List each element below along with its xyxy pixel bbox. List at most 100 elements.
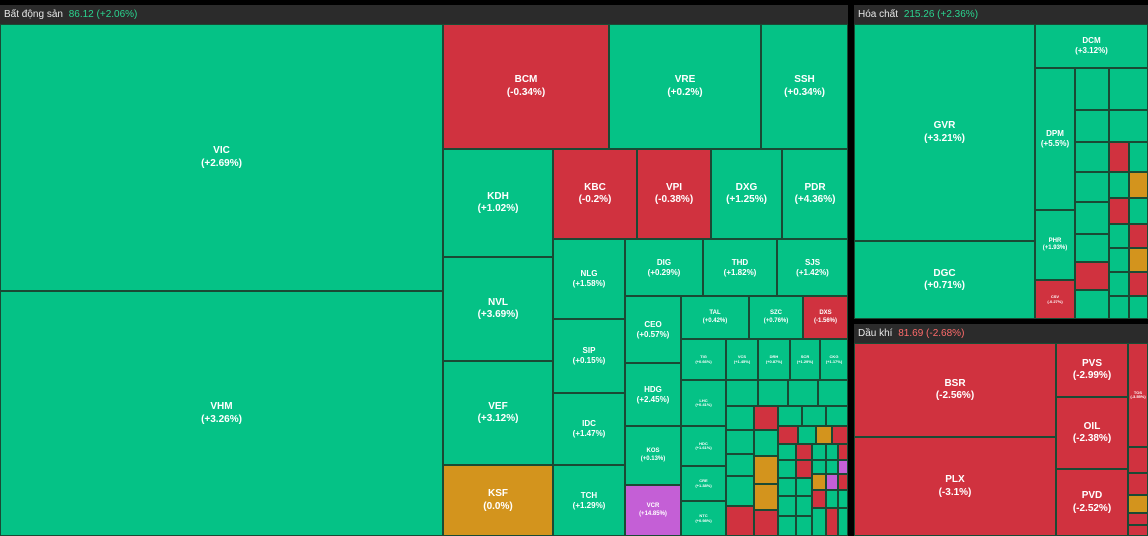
stock-tile-small[interactable] [1128, 525, 1148, 536]
stock-tile-small[interactable] [798, 426, 816, 444]
stock-tile[interactable]: SZC (+0.76%) [749, 296, 803, 339]
stock-tile-small[interactable] [1129, 172, 1148, 198]
stock-tile-small[interactable] [796, 516, 812, 536]
stock-tile-small[interactable] [802, 406, 826, 426]
stock-tile-small[interactable] [1109, 110, 1148, 142]
stock-tile[interactable]: DRH (+0.87%) [758, 339, 790, 380]
stock-tile[interactable]: CRE (+1.38%) [681, 466, 726, 501]
stock-tile-small[interactable] [778, 496, 796, 516]
stock-tile-small[interactable] [812, 460, 826, 474]
stock-tile[interactable]: PHR (+1.93%) [1035, 210, 1075, 280]
stock-tile-small[interactable] [1129, 248, 1148, 272]
stock-tile[interactable]: TIG (+0.66%) [681, 339, 726, 380]
stock-tile-small[interactable] [778, 516, 796, 536]
stock-tile-small[interactable] [726, 380, 758, 406]
stock-tile[interactable]: NTC (+0.98%) [681, 501, 726, 536]
stock-tile-small[interactable] [1109, 224, 1129, 248]
stock-tile[interactable]: DPM (+5.5%) [1035, 68, 1075, 210]
stock-tile[interactable]: IDC (+1.47%) [553, 393, 625, 465]
stock-tile-small[interactable] [1075, 172, 1109, 202]
stock-tile-small[interactable] [838, 474, 848, 490]
stock-tile[interactable]: VCS (+1.45%) [726, 339, 758, 380]
stock-tile-small[interactable] [1128, 495, 1148, 513]
sector-header[interactable]: Bất động sản 86.12 (+2.06%) [0, 5, 848, 24]
stock-tile-small[interactable] [826, 460, 838, 474]
stock-tile[interactable]: PDR (+4.36%) [782, 149, 848, 239]
stock-tile[interactable]: VIC (+2.69%) [0, 24, 443, 291]
stock-tile-small[interactable] [1075, 290, 1109, 319]
stock-tile[interactable]: HDG (+2.45%) [625, 363, 681, 426]
stock-tile[interactable]: BSR (-2.56%) [854, 343, 1056, 437]
stock-tile[interactable]: CSV (-0.27%) [1035, 280, 1075, 319]
stock-tile-small[interactable] [796, 496, 812, 516]
stock-tile[interactable]: VCR (+14.85%) [625, 485, 681, 536]
stock-tile-small[interactable] [812, 508, 826, 536]
stock-tile-small[interactable] [726, 454, 754, 476]
stock-tile[interactable]: DXS (-1.56%) [803, 296, 848, 339]
stock-tile-small[interactable] [754, 510, 778, 536]
stock-tile[interactable]: DGC (+0.71%) [854, 241, 1035, 319]
stock-tile-small[interactable] [826, 444, 838, 460]
stock-tile-small[interactable] [1075, 202, 1109, 234]
stock-tile-small[interactable] [1075, 142, 1109, 172]
stock-tile[interactable]: VEF (+3.12%) [443, 361, 553, 465]
stock-tile-small[interactable] [778, 444, 796, 460]
stock-tile[interactable]: KOS (+0.13%) [625, 426, 681, 485]
stock-tile-small[interactable] [1109, 248, 1129, 272]
stock-tile[interactable]: BCM (-0.34%) [443, 24, 609, 149]
stock-tile-small[interactable] [1109, 142, 1129, 172]
stock-tile-small[interactable] [788, 380, 818, 406]
sector-header[interactable]: Hóa chất 215.26 (+2.36%) [854, 5, 1148, 24]
stock-tile[interactable]: GVR (+3.21%) [854, 24, 1035, 241]
stock-tile-small[interactable] [838, 444, 848, 460]
stock-tile[interactable]: THD (+1.82%) [703, 239, 777, 296]
stock-tile[interactable]: DXG (+1.25%) [711, 149, 782, 239]
stock-tile-small[interactable] [1109, 68, 1148, 110]
sector-header[interactable]: Dầu khí 81.69 (-2.68%) [854, 324, 1148, 343]
stock-tile-small[interactable] [778, 460, 796, 478]
stock-tile[interactable]: KDH (+1.02%) [443, 149, 553, 257]
stock-tile-small[interactable] [726, 406, 754, 430]
stock-tile-small[interactable] [1109, 198, 1129, 224]
stock-tile[interactable]: KSF (0.0%) [443, 465, 553, 536]
stock-tile[interactable]: HDC (+1.61%) [681, 426, 726, 466]
stock-tile[interactable]: CEO (+0.57%) [625, 296, 681, 363]
stock-tile-small[interactable] [1129, 224, 1148, 248]
stock-tile-small[interactable] [1128, 473, 1148, 495]
stock-tile-small[interactable] [1109, 172, 1129, 198]
stock-tile[interactable]: VPI (-0.38%) [637, 149, 711, 239]
stock-tile-small[interactable] [796, 444, 812, 460]
stock-tile-small[interactable] [1129, 198, 1148, 224]
stock-tile[interactable]: NVL (+3.69%) [443, 257, 553, 361]
stock-tile[interactable]: KBC (-0.2%) [553, 149, 637, 239]
stock-tile-small[interactable] [754, 484, 778, 510]
stock-tile[interactable]: SCR (+1.29%) [790, 339, 820, 380]
stock-tile-small[interactable] [778, 406, 802, 426]
stock-tile-small[interactable] [754, 456, 778, 484]
stock-tile[interactable]: DCM (+3.12%) [1035, 24, 1148, 68]
stock-tile[interactable]: NLG (+1.58%) [553, 239, 625, 319]
stock-tile[interactable]: TAL (+0.42%) [681, 296, 749, 339]
stock-tile-small[interactable] [812, 474, 826, 490]
stock-tile[interactable]: OIL (-2.38%) [1056, 397, 1128, 469]
stock-tile-small[interactable] [754, 430, 778, 456]
stock-tile-small[interactable] [1075, 68, 1109, 110]
stock-tile-small[interactable] [754, 406, 778, 430]
stock-tile-small[interactable] [838, 490, 848, 508]
stock-tile-small[interactable] [1129, 272, 1148, 296]
stock-tile[interactable]: SJS (+1.42%) [777, 239, 848, 296]
stock-tile-small[interactable] [818, 380, 848, 406]
stock-tile-small[interactable] [826, 406, 848, 426]
stock-tile[interactable]: TOS (-3.55%) [1128, 343, 1148, 447]
stock-tile-small[interactable] [726, 430, 754, 454]
stock-tile[interactable]: LHC (+0.41%) [681, 380, 726, 426]
stock-tile-small[interactable] [1129, 296, 1148, 319]
stock-tile-small[interactable] [838, 508, 848, 536]
stock-tile-small[interactable] [1075, 110, 1109, 142]
stock-tile-small[interactable] [1128, 513, 1148, 525]
stock-tile-small[interactable] [758, 380, 788, 406]
stock-tile[interactable]: SIP (+0.15%) [553, 319, 625, 393]
stock-tile-small[interactable] [796, 460, 812, 478]
stock-tile-small[interactable] [1128, 447, 1148, 473]
stock-tile-small[interactable] [826, 474, 838, 490]
